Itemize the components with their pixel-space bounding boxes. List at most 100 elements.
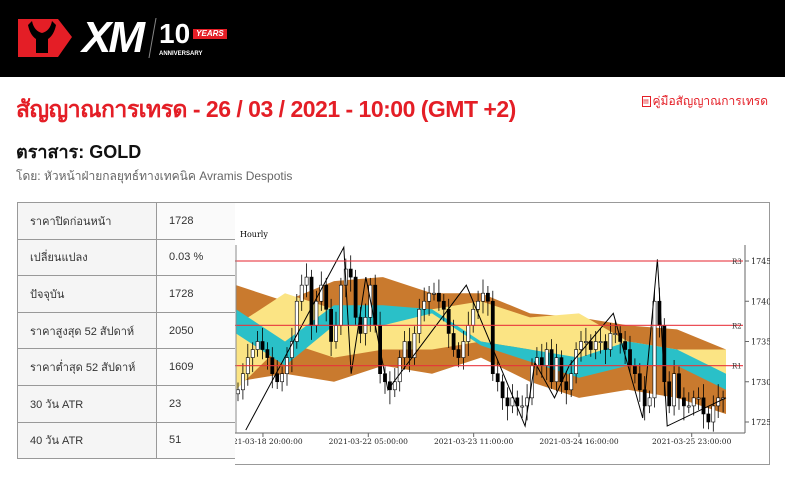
candle-body xyxy=(544,349,549,366)
stats-row: 30 วัน ATR 23 xyxy=(17,384,236,423)
candle-body xyxy=(554,357,559,383)
candle-body xyxy=(539,357,544,366)
candle-body xyxy=(275,373,280,383)
stat-label: ราคาปิดก่อนหน้า xyxy=(17,202,157,240)
anniversary-badge: 10 YEARS ANNIVERSARY xyxy=(159,17,227,59)
candle-body xyxy=(632,365,637,374)
candle-body xyxy=(299,284,304,302)
stat-label: ราคาต่ำสุด 52 สัปดาห์ xyxy=(17,348,157,386)
xm-logo[interactable]: XM 10 YEARS ANNIVERSARY xyxy=(14,13,227,62)
candle-body xyxy=(711,405,716,423)
candle-body xyxy=(588,341,593,350)
level-label: R1 xyxy=(732,363,742,371)
anniversary-years: YEARS xyxy=(193,28,227,39)
candle-body xyxy=(289,341,294,358)
stats-table: ราคาปิดก่อนหน้า 1728 เปลี่ยนแปลง 0.03 % ปัจจ… xyxy=(17,202,236,460)
candle-body xyxy=(515,397,520,407)
candle-body xyxy=(427,292,432,302)
candle-body xyxy=(476,300,481,310)
author-byline: โดย: หัวหน้าฝ่ายกลยุทธ์ทางเทคนิค Avramis… xyxy=(16,169,293,183)
stats-row: เปลี่ยนแปลง 0.03 % xyxy=(17,238,236,277)
candle-body xyxy=(593,341,598,350)
candle-body xyxy=(324,284,329,310)
candle-body xyxy=(241,373,245,391)
stat-value: 23 xyxy=(156,384,236,423)
y-tick-label: 1745 xyxy=(751,257,770,266)
candle-body xyxy=(686,405,691,408)
candle-body xyxy=(451,333,456,350)
candle-body xyxy=(672,373,677,407)
candle-body xyxy=(466,325,471,342)
candle-body xyxy=(407,341,412,358)
candle-body xyxy=(495,373,500,383)
candle-body xyxy=(304,276,309,286)
candle-body xyxy=(437,292,441,302)
guide-link-label: คู่มือสัญญาณการเทรด xyxy=(652,94,769,108)
candle-body xyxy=(637,373,642,391)
candle-body xyxy=(250,349,255,358)
instrument-heading: ตราสาร: GOLD xyxy=(16,142,142,162)
candle-body xyxy=(314,300,319,326)
price-chart: R3 R2 R1 1725 1730 1735 1740 1745 2021-03-18 20:… xyxy=(223,202,771,465)
zigzag-line xyxy=(245,245,727,431)
candle-body xyxy=(608,333,613,350)
candle-body xyxy=(583,341,588,344)
stats-row: ปัจจุบัน 1728 xyxy=(17,275,236,313)
stats-row: 40 วัน ATR 51 xyxy=(17,421,236,460)
candle-body xyxy=(598,341,603,344)
candle-body xyxy=(505,397,510,407)
candle-body xyxy=(647,397,652,407)
site-header: XM 10 YEARS ANNIVERSARY xyxy=(0,0,785,77)
stat-label: ปัจจุบัน xyxy=(17,275,157,313)
candle-body xyxy=(236,389,240,395)
anniversary-row: 10 YEARS xyxy=(159,17,227,49)
y-tick-label: 1730 xyxy=(751,378,770,387)
candle-body xyxy=(265,349,270,358)
candle-body xyxy=(417,309,422,334)
candle-body xyxy=(696,397,701,400)
candle-body xyxy=(486,292,490,302)
plot-area xyxy=(236,245,727,432)
candle-body xyxy=(603,341,608,350)
candle-body xyxy=(456,349,461,358)
candle-body xyxy=(334,325,338,342)
candle-body xyxy=(691,397,696,407)
y-tick-label: 1740 xyxy=(751,297,770,306)
candle-body xyxy=(481,292,485,302)
logo-divider xyxy=(148,18,157,58)
y-tick-label: 1735 xyxy=(751,338,770,347)
candle-body xyxy=(260,341,265,350)
candle-body xyxy=(490,300,495,374)
candle-body xyxy=(255,341,260,350)
candle-body xyxy=(510,397,515,407)
bull-logo-icon xyxy=(18,19,72,57)
candle-body xyxy=(677,373,681,399)
stats-row: ราคาปิดก่อนหน้า 1728 xyxy=(17,202,236,240)
cloud-cyan-band xyxy=(236,305,726,390)
candle-body xyxy=(471,309,476,326)
stat-label: ราคาสูงสุด 52 สัปดาห์ xyxy=(17,311,157,350)
stat-value: 1728 xyxy=(156,202,236,240)
candle-body xyxy=(309,276,314,326)
pdf-icon: ▤ xyxy=(641,96,651,107)
stats-row: ราคาสูงสุด 52 สัปดาห์ 2050 xyxy=(17,311,236,350)
candle-body xyxy=(701,397,706,415)
stat-label: 30 วัน ATR xyxy=(17,384,157,423)
candle-body xyxy=(339,284,343,326)
signal-guide-link[interactable]: ▤ คู่มือสัญญาณการเทรด xyxy=(641,92,769,111)
candle-body xyxy=(667,381,672,407)
candle-body xyxy=(569,373,574,391)
candle-body xyxy=(402,341,407,358)
candle-body xyxy=(280,373,285,383)
candle-body xyxy=(706,413,711,423)
candle-body xyxy=(652,300,657,399)
logo-text: XM xyxy=(82,13,145,62)
candle-body xyxy=(574,349,579,375)
stats-row: ราคาต่ำสุด 52 สัปดาห์ 1609 xyxy=(17,348,236,386)
page-title: สัญญาณการเทรด - 26 / 03 / 2021 - 10:00 (… xyxy=(16,96,516,122)
anniversary-number: 10 xyxy=(159,17,191,49)
x-tick-label: 2021-03-22 05:00:00 xyxy=(329,437,409,446)
chart-title: Hourly xyxy=(240,230,268,239)
stat-label: เปลี่ยนแปลง xyxy=(17,238,157,277)
candle-body xyxy=(613,333,618,335)
